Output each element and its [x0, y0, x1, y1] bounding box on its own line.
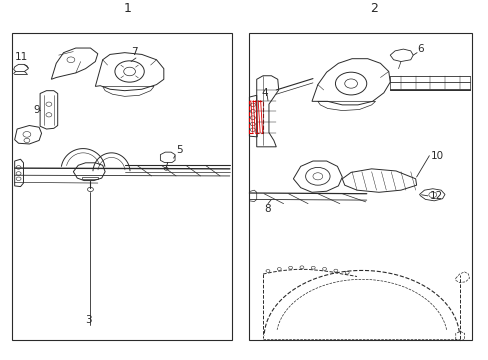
Text: 3: 3 [84, 315, 91, 325]
Text: 7: 7 [131, 47, 138, 57]
Text: 11: 11 [15, 52, 28, 62]
Text: 10: 10 [429, 151, 443, 161]
Bar [249, 100, 263, 132]
Text: 9: 9 [33, 104, 40, 114]
Text: 8: 8 [264, 204, 270, 214]
Text: 2: 2 [369, 3, 377, 15]
Text: 5: 5 [176, 145, 183, 156]
Text: 6: 6 [416, 44, 423, 54]
Bar [12, 33, 232, 341]
Text: 4: 4 [261, 88, 268, 98]
Text: 12: 12 [428, 191, 442, 201]
Text: 1: 1 [123, 3, 131, 15]
Bar [249, 33, 471, 341]
